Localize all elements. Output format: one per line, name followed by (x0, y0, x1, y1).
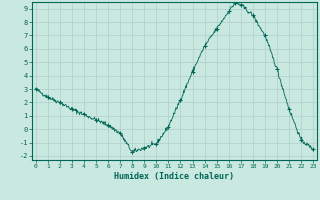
X-axis label: Humidex (Indice chaleur): Humidex (Indice chaleur) (115, 172, 234, 181)
